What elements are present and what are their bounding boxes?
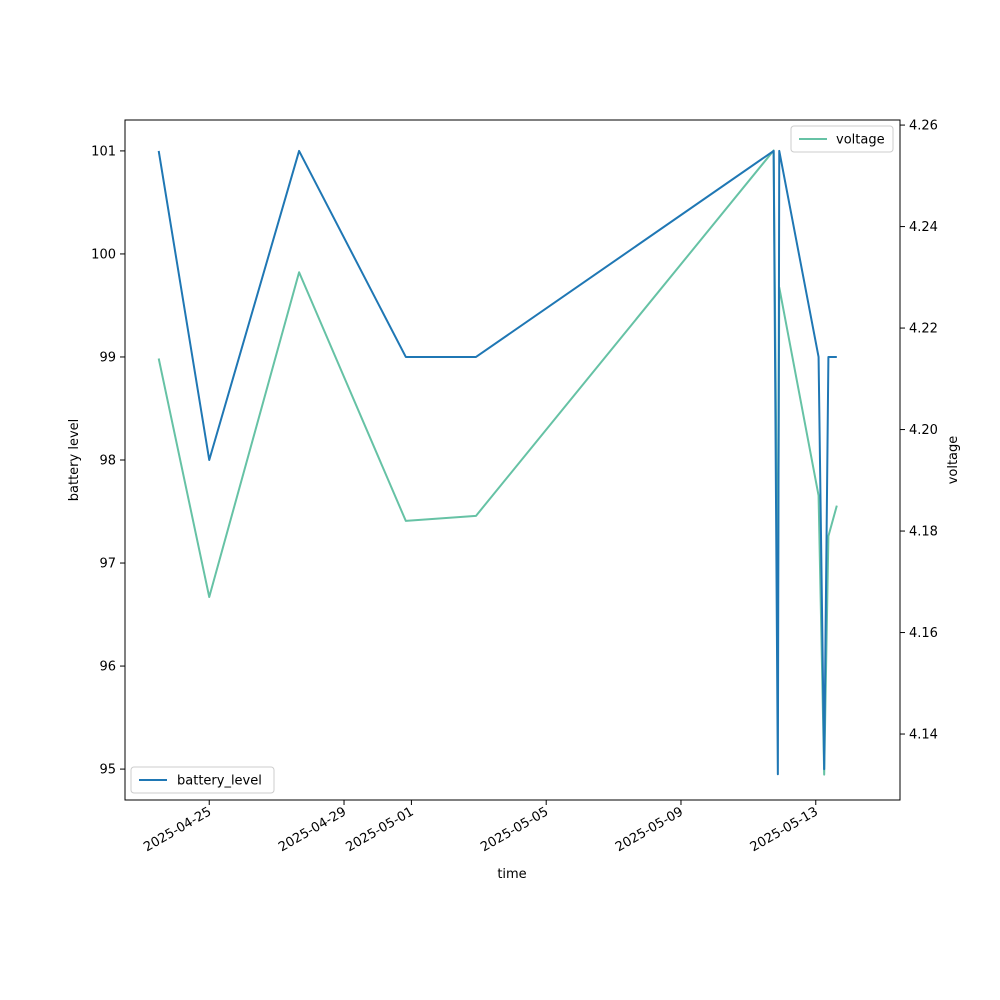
legend-voltage: voltage bbox=[790, 125, 894, 153]
legend-voltage-label: voltage bbox=[836, 133, 885, 148]
y-left-tick-label: 100 bbox=[91, 247, 116, 262]
legend-battery-level: battery_level bbox=[130, 766, 275, 794]
y-right-tick-label: 4.24 bbox=[909, 220, 938, 235]
y-axis-right: 4.14 4.16 4.18 4.20 4.22 4.24 4.26 bbox=[900, 119, 938, 743]
y-left-tick-label: 95 bbox=[99, 763, 116, 778]
y-left-tick-label: 98 bbox=[99, 454, 116, 469]
y-right-tick-label: 4.20 bbox=[909, 423, 938, 438]
y-right-tick-label: 4.16 bbox=[909, 626, 938, 641]
y-right-tick-label: 4.18 bbox=[909, 525, 938, 540]
y-axis-left: 95 96 97 98 99 100 101 bbox=[91, 144, 125, 778]
y-right-tick-label: 4.22 bbox=[909, 322, 938, 337]
plot-lines bbox=[157, 149, 838, 776]
legend-battery-level-label: battery_level bbox=[177, 774, 262, 789]
legend-voltage-box bbox=[790, 125, 894, 153]
y-right-tick-label: 4.14 bbox=[909, 728, 938, 743]
x-axis-label: time bbox=[497, 867, 526, 882]
y-left-tick-label: 96 bbox=[99, 660, 116, 675]
y-left-tick-label: 97 bbox=[99, 557, 116, 572]
y-axis-right-label: voltage bbox=[946, 436, 961, 485]
y-left-tick-label: 101 bbox=[91, 144, 116, 159]
y-left-tick-label: 99 bbox=[99, 350, 116, 365]
series-line-battery-level bbox=[157, 149, 837, 776]
y-right-tick-label: 4.26 bbox=[909, 119, 938, 134]
legend-battery-level-box bbox=[130, 766, 275, 794]
y-axis-left-label: battery level bbox=[67, 419, 82, 502]
